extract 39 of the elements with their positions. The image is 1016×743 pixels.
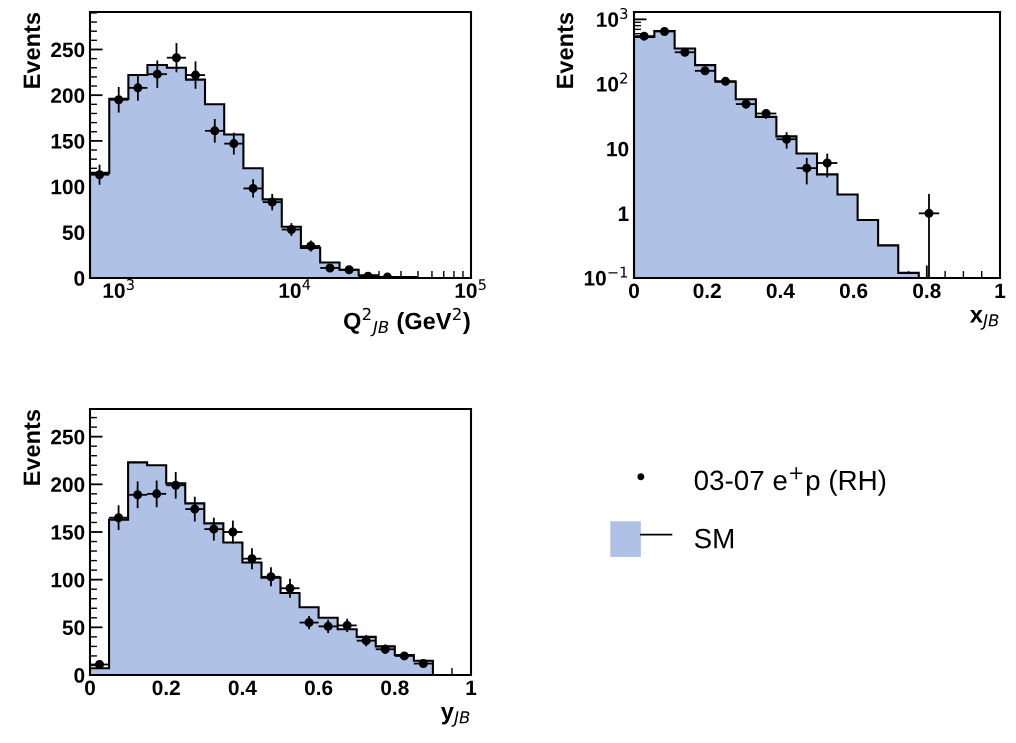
x-axis-title: x$_{JB}$ [969,310,999,330]
y-tick-label: 250 [51,42,85,58]
x-tick-label: 0.2 [152,680,180,696]
y-axis-title: Events [23,12,41,88]
y-axis-title: Events [23,409,41,485]
y-tick-label: 50 [62,225,85,241]
x-tick-label: 0.4 [228,680,257,696]
x-tick-label: 0.8 [381,680,409,696]
legend-label: 03-07 e$^{+}$p (RH) [694,467,886,496]
x-tick-label: 0.8 [913,283,941,299]
x-tick-label: 0 [629,283,639,299]
x-tick-label: 0.6 [304,680,333,696]
y-tick-label: 200 [51,477,85,493]
y-tick-label: 0 [74,668,85,683]
y-tick-label: 10$^{3}$ [597,7,628,27]
y-tick-label: 10$^{2}$ [597,72,627,92]
y-tick-label: 50 [62,620,85,636]
y-tick-label: 250 [51,429,85,445]
y-tick-label: 150 [51,133,85,149]
x-axis-title: Q$^{2}$$_{JB}$ (GeV$^{2}$) [344,307,470,337]
legend-label: SM [694,528,734,549]
x-tick-label: 0.6 [839,283,868,299]
x-tick-label: 0.4 [766,283,795,299]
y-tick-label: 10 [607,141,629,157]
x-tick-label: 10$^{4}$ [279,279,311,299]
y-tick-label: 150 [51,524,85,540]
x-tick-label: 1 [466,680,477,695]
x-tick-label: 10$^{3}$ [103,279,134,298]
x-tick-label: 1 [995,283,1006,298]
x-axis-title: y$_{JB}$ [440,707,470,727]
y-axis-title: Events [556,12,574,88]
y-tick-label: 10$^{−1}$ [584,266,628,286]
y-tick-label: 1 [618,206,629,221]
y-tick-label: 100 [51,572,85,588]
x-tick-label: 0.2 [693,283,721,299]
y-tick-label: 200 [51,88,85,103]
x-tick-label: 0 [85,680,95,696]
x-tick-label: 10$^{5}$ [455,279,486,299]
y-tick-label: 100 [51,179,85,195]
